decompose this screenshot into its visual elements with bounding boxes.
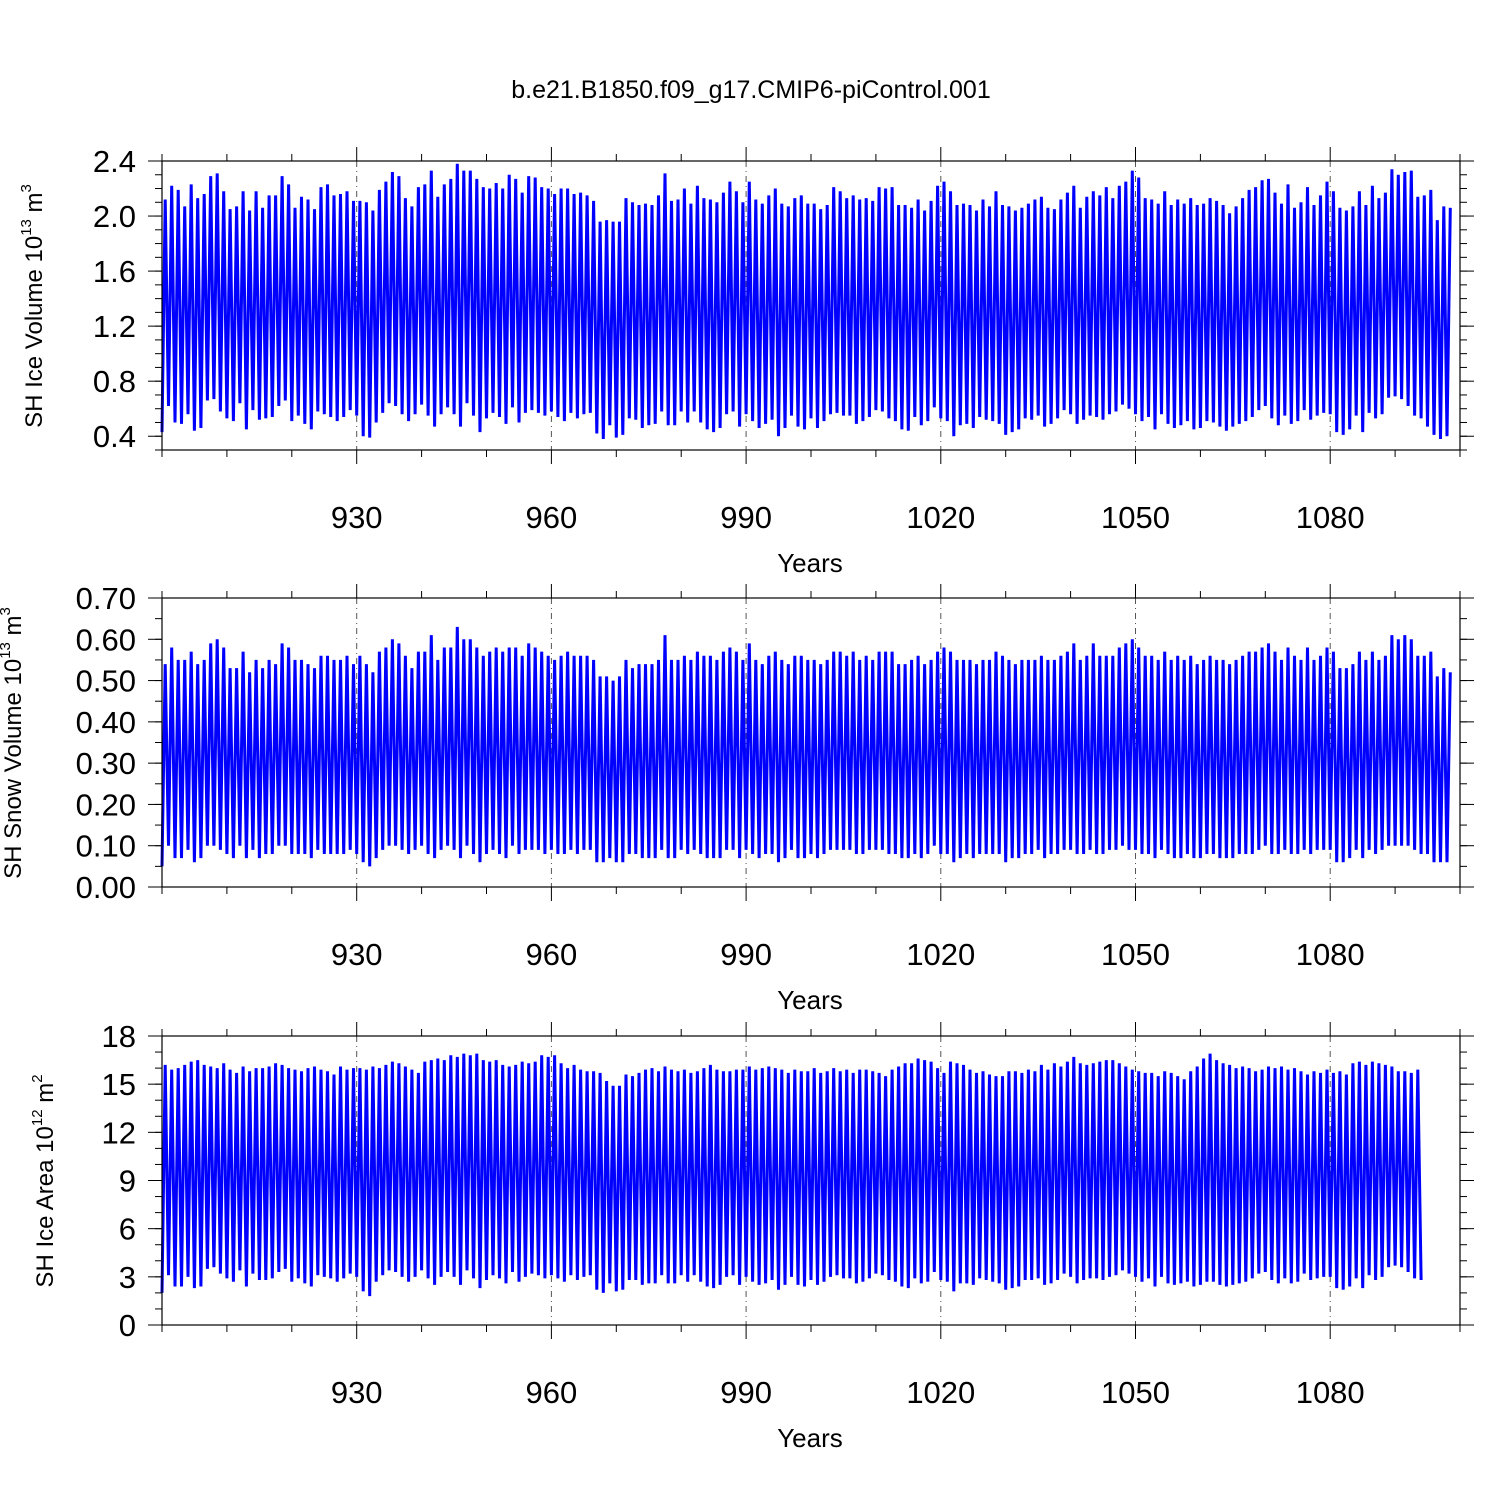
- data-series-line: [160, 163, 1452, 440]
- ylabel-base: SH Ice Area 10: [32, 1126, 59, 1287]
- x-tick-label: 990: [720, 937, 772, 972]
- y-tick-label: 18: [102, 1019, 136, 1054]
- ylabel-unit: m: [32, 1083, 59, 1110]
- x-tick-label: 960: [526, 500, 578, 535]
- x-tick-label: 1050: [1101, 937, 1170, 972]
- ice-volume-y-axis-label: SH Ice Volume 1013 m3: [18, 184, 48, 428]
- y-tick-label: 0.4: [93, 419, 136, 454]
- y-tick-label: 3: [119, 1260, 136, 1295]
- y-tick-label: 0.20: [76, 787, 136, 822]
- ylabel-unit-exponent: 3: [0, 607, 14, 615]
- x-tick-label: 1020: [906, 500, 975, 535]
- ice-area-x-axis-label: Years: [777, 1423, 843, 1453]
- x-tick-label: 990: [720, 500, 772, 535]
- x-tick-label: 990: [720, 1375, 772, 1410]
- y-tick-label: 0.70: [76, 581, 136, 616]
- x-tick-label: 1020: [906, 937, 975, 972]
- ylabel-base: SH Ice Volume 10: [21, 236, 48, 428]
- ice-volume-panel: SH Ice Volume 1013 m3 Years 930 960 990 102…: [18, 144, 1474, 578]
- ylabel-base: SH Snow Volume 10: [0, 659, 27, 879]
- figure-title: b.e21.B1850.f09_g17.CMIP6-piControl.001: [511, 76, 991, 104]
- y-tick-label: 1.6: [93, 254, 136, 289]
- y-tick-label: 2.0: [93, 199, 136, 234]
- y-tick-label: 0.40: [76, 705, 136, 740]
- ylabel-unit: m: [21, 192, 48, 219]
- x-tick-label: 930: [331, 500, 383, 535]
- ice-area-y-axis-label: SH Ice Area 1012 m2: [29, 1074, 59, 1287]
- y-tick-label: 9: [119, 1164, 136, 1199]
- y-tick-label: 0.60: [76, 622, 136, 657]
- y-tick-label: 12: [102, 1115, 136, 1150]
- x-tick-label: 930: [331, 1375, 383, 1410]
- snow-volume-x-axis-label: Years: [777, 985, 843, 1015]
- x-tick-label: 1050: [1101, 1375, 1170, 1410]
- ice-area-panel: SH Ice Area 1012 m2 Years 930 960 990 1020 1…: [29, 1019, 1474, 1453]
- snow-volume-y-axis-label: SH Snow Volume 1013 m3: [0, 607, 27, 879]
- y-tick-label: 1.2: [93, 309, 136, 344]
- ylabel-unit-exponent: 2: [29, 1074, 46, 1082]
- ylabel-unit: m: [0, 615, 27, 642]
- x-tick-label: 1080: [1296, 937, 1365, 972]
- y-tick-label: 0.10: [76, 829, 136, 864]
- x-tick-label: 1080: [1296, 500, 1365, 535]
- x-tick-label: 1050: [1101, 500, 1170, 535]
- data-series-line: [160, 626, 1452, 867]
- y-tick-label: 15: [102, 1067, 136, 1102]
- ylabel-exponent: 13: [0, 642, 14, 659]
- y-tick-label: 6: [119, 1212, 136, 1247]
- snow-volume-panel: SH Snow Volume 1013 m3 Years 930 960 990 10…: [0, 581, 1474, 1015]
- x-tick-label: 930: [331, 937, 383, 972]
- x-tick-label: 960: [526, 1375, 578, 1410]
- ylabel-exponent: 13: [18, 219, 35, 236]
- data-series-line: [160, 1053, 1423, 1297]
- ylabel-exponent: 12: [29, 1109, 46, 1126]
- y-tick-label: 0: [119, 1308, 136, 1343]
- y-tick-label: 0.8: [93, 364, 136, 399]
- y-tick-label: 0.00: [76, 870, 136, 905]
- y-tick-label: 0.50: [76, 664, 136, 699]
- x-tick-label: 1020: [906, 1375, 975, 1410]
- x-tick-label: 960: [526, 937, 578, 972]
- x-tick-label: 1080: [1296, 1375, 1365, 1410]
- ice-volume-x-axis-label: Years: [777, 548, 843, 578]
- y-tick-label: 0.30: [76, 746, 136, 781]
- ylabel-unit-exponent: 3: [18, 184, 35, 192]
- y-tick-label: 2.4: [93, 144, 136, 179]
